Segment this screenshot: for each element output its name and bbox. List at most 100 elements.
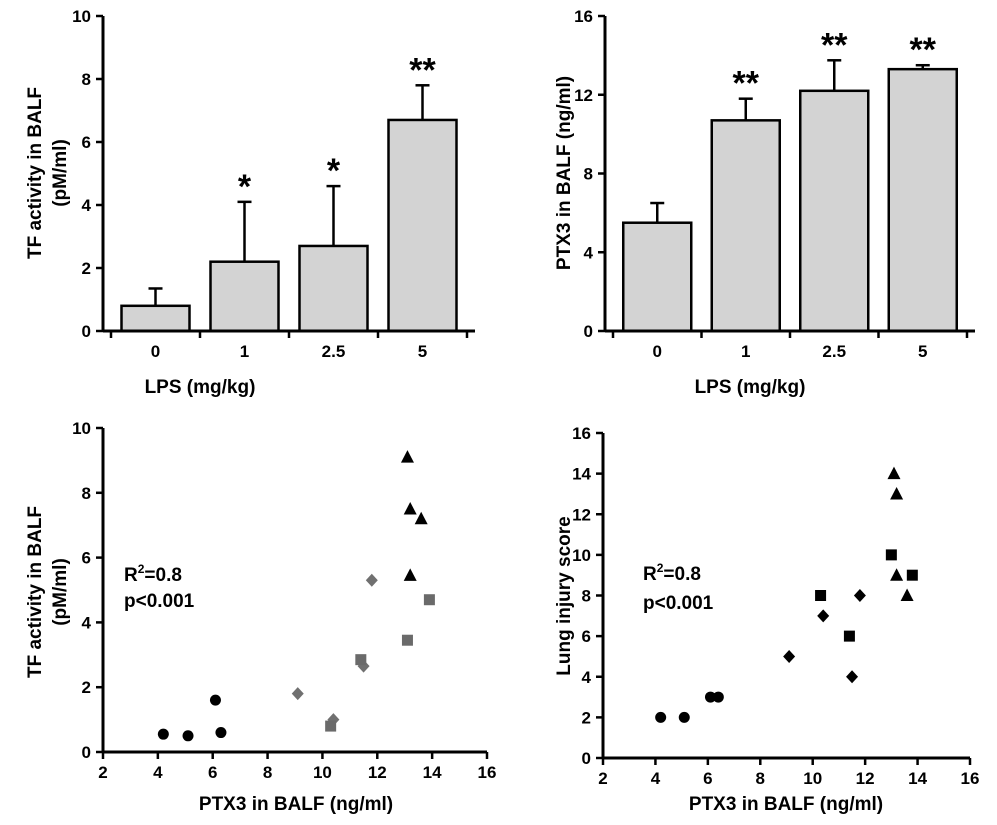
lung-scatter-y-tick-label: 12 — [572, 505, 591, 524]
lung-scatter-y-tick-label: 6 — [582, 627, 591, 646]
tf-scatter-point-triangle — [400, 450, 414, 463]
tf-scatter-point-circle — [182, 730, 194, 742]
tf-scatter-r-squared: R2=0.8 — [124, 562, 182, 586]
tf-bar-bar — [298, 244, 369, 333]
tf-scatter-point-square — [423, 594, 435, 606]
lung-scatter-y-tick-label: 2 — [582, 708, 591, 727]
tf-scatter-point-triangle — [403, 502, 417, 515]
lung-scatter-x-tick-label: 10 — [803, 769, 822, 788]
lung-scatter-point-diamond — [783, 649, 796, 663]
tf-bar-x-tick-label: 5 — [418, 342, 427, 361]
lung-scatter-point-diamond — [846, 670, 859, 684]
tf-bar-marks: * *** — [120, 51, 458, 333]
ptx3-bar-bar — [622, 221, 693, 333]
ptx3-bar-axes — [598, 14, 975, 338]
tf-scatter-x-tick-label: 10 — [313, 763, 332, 782]
ptx3-bar-x-tick-label: 5 — [918, 342, 927, 361]
tf-scatter-x-tick-label: 4 — [153, 763, 163, 782]
ptx3-bar-significance-mark: ** — [910, 31, 937, 69]
tf-bar-bar — [120, 304, 191, 333]
tf-scatter-x-axis-label: PTX3 in BALF (ng/ml) — [199, 794, 393, 815]
tf-scatter-y-tick-label: 4 — [82, 613, 92, 632]
tf-bar-y-tick-label: 4 — [82, 196, 92, 215]
ptx3-bar-significance-mark: ** — [821, 26, 848, 64]
lung-scatter-point-diamond — [817, 609, 830, 623]
tf-bar-y-tick-label: 2 — [82, 259, 91, 278]
tf-bar-bar — [387, 118, 458, 333]
ptx3-bar-y-axis-label: PTX3 in BALF (ng/ml) — [554, 76, 575, 270]
lung-scatter-point-triangle — [900, 588, 914, 601]
lung-r-value: =0.8 — [663, 564, 701, 585]
tf-scatter-point-circle — [209, 694, 221, 706]
lung-scatter-point-square — [885, 549, 897, 561]
ptx3-bar-bar — [799, 89, 870, 333]
ptx3-bar-x-axis-label: LPS (mg/kg) — [695, 377, 806, 398]
lung-scatter-y-tick-label: 0 — [582, 749, 591, 768]
lung-scatter-y-tick-label: 8 — [582, 587, 591, 606]
ptx3-bar-bar — [887, 67, 958, 333]
lung-scatter-marks — [655, 466, 918, 723]
lung-scatter-y-tick-label: 4 — [582, 668, 592, 687]
ptx3-bar-tick-labels: 0 4 8 12 16 0 1 2.5 5 — [574, 7, 927, 361]
lung-scatter-x-tick-label: 4 — [651, 769, 661, 788]
lung-scatter-point-triangle — [887, 466, 901, 480]
ptx3-bar-y-tick-label: 8 — [584, 165, 593, 184]
ptx3-bar-bar — [710, 119, 781, 333]
tf-bar-significance-mark: * — [327, 152, 341, 190]
tf-scatter-x-tick-label: 6 — [208, 763, 217, 782]
tf-bar-bar — [209, 260, 280, 333]
tf-scatter-x-tick-label: 16 — [478, 763, 497, 782]
lung-scatter-p-value: p<0.001 — [643, 593, 714, 614]
tf-r-value: =0.8 — [144, 565, 182, 586]
ptx3-bar-y-tick-label: 4 — [584, 243, 594, 262]
tf-bar-y-tick-label: 6 — [82, 133, 91, 152]
tf-scatter-y-axis-label-line2: (pM/ml) — [50, 558, 71, 626]
tf-scatter-point-square — [355, 654, 367, 666]
tf-scatter-y-tick-label: 8 — [82, 484, 91, 503]
lung-scatter-point-circle — [712, 691, 724, 703]
lung-scatter-point-square — [815, 590, 827, 601]
tf-scatter-y-tick-label: 6 — [82, 549, 91, 568]
lung-scatter-point-triangle — [890, 486, 904, 500]
lung-scatter-x-axis-label: PTX3 in BALF (ng/ml) — [689, 794, 883, 815]
tf-scatter-point-square — [401, 634, 413, 646]
tf-r-symbol: R — [124, 565, 138, 586]
tf-scatter-y-tick-label: 10 — [72, 419, 91, 438]
ptx3-bar-y-tick-label: 16 — [574, 7, 593, 26]
lung-r-superscript: 2 — [657, 561, 664, 575]
tf-bar-axes — [96, 14, 475, 338]
ptx3-bar-y-tick-label: 12 — [574, 86, 593, 105]
ptx3-bar-y-tick-label: 0 — [584, 322, 593, 341]
ptx3-bar-marks: ** ** ** — [622, 26, 958, 333]
tf-bar-y-axis-label-line2: (pM/ml) — [50, 139, 71, 207]
lung-scatter-y-tick-label: 10 — [572, 546, 591, 565]
lung-scatter-point-circle — [655, 711, 667, 723]
tf-bar-y-tick-label: 8 — [82, 70, 91, 89]
lung-scatter-axes — [596, 431, 972, 765]
lung-scatter-y-axis-label: Lung injury score — [554, 516, 575, 675]
lung-scatter-x-tick-label: 12 — [856, 769, 875, 788]
tf-scatter-y-axis-label-line1: TF activity in BALF — [25, 506, 46, 678]
lung-scatter-point-square — [906, 569, 918, 581]
lung-scatter-x-tick-label: 2 — [598, 769, 607, 788]
lung-scatter-point-square — [843, 630, 855, 642]
ptx3-bar-x-tick-label: 2.5 — [822, 342, 846, 361]
lung-r-symbol: R — [643, 564, 657, 585]
tf-scatter-point-diamond — [365, 573, 378, 587]
lung-scatter-y-tick-label: 14 — [572, 465, 591, 484]
lung-scatter-point-circle — [704, 691, 716, 703]
tf-scatter-x-tick-label: 12 — [368, 763, 387, 782]
tf-scatter-point-circle — [215, 727, 227, 739]
tf-scatter-point-square — [325, 720, 337, 732]
tf-scatter-x-tick-label: 8 — [263, 763, 272, 782]
tf-bar-x-tick-label: 2.5 — [322, 342, 346, 361]
tf-bar-x-tick-label: 0 — [151, 342, 160, 361]
tf-scatter-marks — [157, 450, 435, 742]
ptx3-bar-significance-mark: ** — [733, 65, 760, 103]
lung-scatter-point-triangle — [890, 568, 904, 581]
